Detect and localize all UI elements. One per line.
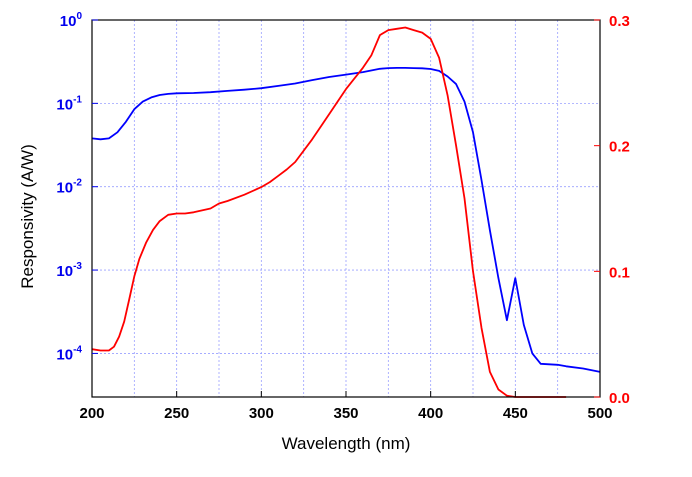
y-right-tick-label: 0.3 [609,13,630,30]
series-line-right-axis [91,26,567,398]
x-tick-label: 350 [333,405,358,422]
tick-marks [91,19,601,398]
y-left-tick-label: 10-2 [56,178,82,197]
x-tick-label: 400 [418,405,443,422]
x-tick-label: 200 [79,405,104,422]
y-right-tick-label: 0.0 [609,390,630,407]
x-tick-label: 300 [249,405,274,422]
y-left-tick-label: 10-4 [56,344,82,363]
grid-lines [92,20,600,397]
x-tick-label: 450 [503,405,528,422]
x-axis-label: Wavelength (nm) [282,434,411,453]
y-axis-label: Responsivity (A/W) [18,144,37,289]
y-left-tick-label: 10-1 [56,94,82,113]
x-tick-label: 250 [164,405,189,422]
y-left-tick-label: 10-3 [56,261,82,280]
x-tick-label: 500 [587,405,612,422]
y-right-tick-label: 0.1 [609,264,630,281]
tick-labels: 200 250 300 350 400 450 500 100 10-1 10-2 10-3 10-4… [56,11,629,422]
series-group [91,26,601,398]
y-right-tick-label: 0.2 [609,139,630,156]
y-left-tick-label: 100 [60,11,83,30]
series-line-left-axis [91,67,601,373]
